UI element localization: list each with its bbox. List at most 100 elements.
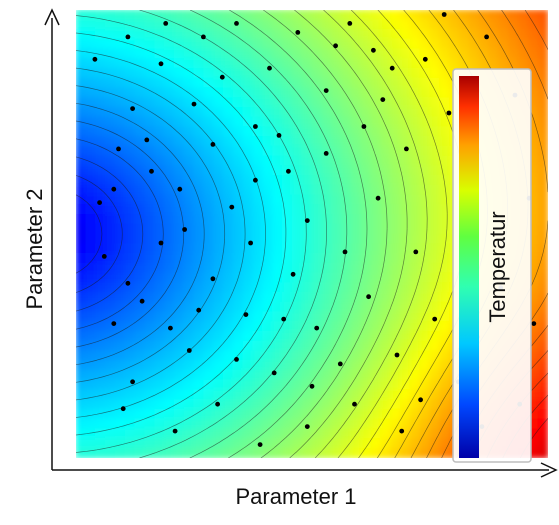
heat-cell: [223, 204, 234, 216]
heat-cell: [203, 155, 215, 167]
heat-cell: [124, 311, 136, 323]
heat-cell: [232, 126, 244, 138]
heat-cell: [262, 106, 274, 118]
heat-cell: [301, 379, 313, 391]
heat-cell: [114, 223, 126, 235]
heat-cell: [439, 360, 451, 371]
heat-cell: [252, 223, 264, 235]
heat-cell: [164, 379, 175, 391]
heat-cell: [262, 184, 274, 196]
heat-cell: [124, 184, 136, 196]
scatter-point: [531, 321, 537, 326]
heat-cell: [105, 447, 116, 458]
heat-cell: [380, 428, 392, 440]
heat-cell: [76, 136, 87, 147]
heat-cell: [242, 97, 254, 108]
heat-cell: [232, 447, 244, 458]
heat-cell: [134, 87, 146, 99]
heat-cell: [242, 214, 254, 225]
heat-cell: [311, 418, 323, 430]
heat-cell: [331, 48, 342, 60]
heat-cell: [419, 389, 431, 401]
heat-cell: [134, 175, 146, 186]
heat-cell: [301, 399, 313, 410]
heat-cell: [272, 48, 283, 60]
heat-cell: [252, 136, 264, 147]
heat-cell: [341, 48, 352, 60]
heat-cell: [291, 184, 303, 196]
heat-cell: [282, 19, 293, 30]
heat-cell: [223, 28, 234, 40]
heat-cell: [183, 48, 195, 60]
heat-cell: [370, 321, 382, 332]
heat-cell: [242, 116, 254, 128]
heat-cell: [380, 291, 392, 303]
heat-cell: [301, 204, 313, 216]
heat-cell: [439, 438, 451, 449]
heat-cell: [439, 340, 451, 352]
heat-cell: [144, 438, 156, 449]
heat-cell: [114, 136, 126, 147]
heat-cell: [114, 399, 126, 410]
heat-cell: [85, 340, 97, 352]
heat-cell: [331, 155, 342, 167]
heat-cell: [173, 126, 185, 138]
heat-cell: [193, 369, 205, 381]
heat-cell: [193, 38, 205, 50]
heat-cell: [301, 145, 313, 157]
heat-cell: [331, 243, 342, 254]
heat-cell: [262, 360, 274, 371]
heat-cell: [419, 28, 431, 40]
heat-cell: [95, 116, 106, 128]
heat-cell: [193, 389, 205, 401]
heat-cell: [331, 252, 342, 264]
heat-cell: [291, 438, 303, 449]
heat-cell: [400, 330, 411, 342]
heat-cell: [272, 330, 283, 342]
heat-cell: [341, 87, 352, 99]
heat-cell: [311, 155, 323, 167]
heat-cell: [508, 58, 519, 69]
heat-cell: [76, 145, 87, 157]
heat-cell: [183, 28, 195, 40]
heat-cell: [114, 408, 126, 420]
heat-cell: [409, 67, 421, 79]
heat-cell: [380, 10, 392, 21]
scatter-point: [295, 30, 301, 35]
heat-cell: [380, 438, 392, 449]
heat-cell: [203, 10, 215, 21]
heat-cell: [223, 58, 234, 69]
heat-cell: [95, 48, 106, 60]
heat-cell: [272, 282, 283, 293]
heat-cell: [154, 194, 165, 206]
heat-cell: [203, 136, 215, 147]
heat-cell: [429, 97, 441, 108]
heat-cell: [390, 10, 401, 21]
scatter-point: [130, 106, 136, 111]
heat-cell: [232, 418, 244, 430]
heat-cell: [134, 10, 146, 21]
heat-cell: [282, 262, 293, 274]
heat-cell: [242, 262, 254, 274]
heat-cell: [242, 243, 254, 254]
heat-cell: [527, 97, 539, 108]
heat-cell: [232, 360, 244, 371]
scatter-point: [219, 74, 225, 80]
colorbar-ramp: [459, 76, 479, 458]
heat-cell: [203, 369, 215, 381]
heat-cell: [242, 126, 254, 138]
scatter-point: [168, 325, 173, 331]
heat-cell: [419, 418, 431, 430]
heat-cell: [537, 389, 548, 401]
heat-cell: [282, 97, 293, 108]
heat-cell: [193, 136, 205, 147]
heat-cell: [232, 262, 244, 274]
heat-cell: [311, 87, 323, 99]
heat-cell: [537, 321, 548, 332]
heat-cell: [321, 272, 333, 284]
heat-cell: [183, 408, 195, 420]
heat-cell: [537, 145, 548, 157]
heat-cell: [400, 67, 411, 79]
heat-cell: [105, 184, 116, 196]
heat-cell: [527, 87, 539, 99]
